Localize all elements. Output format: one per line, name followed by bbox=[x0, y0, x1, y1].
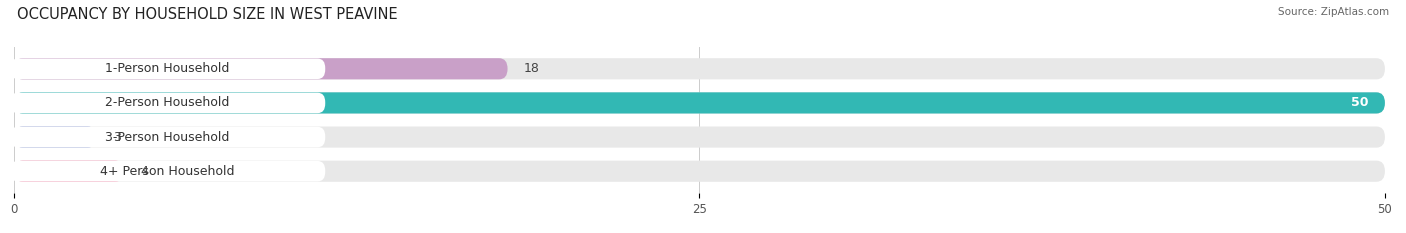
FancyBboxPatch shape bbox=[10, 58, 325, 79]
Text: 4: 4 bbox=[141, 165, 148, 178]
Text: 18: 18 bbox=[524, 62, 540, 75]
Text: 3: 3 bbox=[112, 130, 121, 144]
FancyBboxPatch shape bbox=[14, 161, 1385, 182]
Text: OCCUPANCY BY HOUSEHOLD SIZE IN WEST PEAVINE: OCCUPANCY BY HOUSEHOLD SIZE IN WEST PEAV… bbox=[17, 7, 398, 22]
FancyBboxPatch shape bbox=[10, 127, 325, 147]
Text: 50: 50 bbox=[1351, 96, 1368, 110]
FancyBboxPatch shape bbox=[14, 58, 508, 79]
FancyBboxPatch shape bbox=[14, 92, 1385, 113]
FancyBboxPatch shape bbox=[14, 161, 124, 182]
FancyBboxPatch shape bbox=[10, 93, 325, 113]
FancyBboxPatch shape bbox=[14, 58, 1385, 79]
Text: Source: ZipAtlas.com: Source: ZipAtlas.com bbox=[1278, 7, 1389, 17]
FancyBboxPatch shape bbox=[14, 127, 96, 148]
Text: 1-Person Household: 1-Person Household bbox=[105, 62, 229, 75]
Text: 2-Person Household: 2-Person Household bbox=[105, 96, 229, 110]
FancyBboxPatch shape bbox=[14, 127, 1385, 148]
FancyBboxPatch shape bbox=[14, 92, 1385, 113]
Text: 4+ Person Household: 4+ Person Household bbox=[100, 165, 235, 178]
Text: 3-Person Household: 3-Person Household bbox=[105, 130, 229, 144]
FancyBboxPatch shape bbox=[10, 161, 325, 182]
